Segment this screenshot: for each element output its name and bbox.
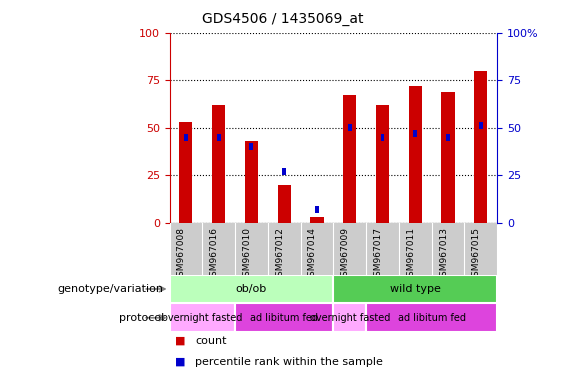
Bar bbox=[170, 275, 333, 303]
Bar bbox=[446, 134, 450, 141]
Bar bbox=[315, 206, 319, 213]
Bar bbox=[282, 168, 286, 175]
Text: GSM967013: GSM967013 bbox=[439, 227, 448, 282]
Text: GSM967011: GSM967011 bbox=[406, 227, 415, 282]
Bar bbox=[333, 303, 366, 332]
Bar bbox=[408, 86, 422, 223]
Text: ■: ■ bbox=[175, 357, 186, 367]
Bar bbox=[184, 134, 188, 141]
Text: GSM967010: GSM967010 bbox=[242, 227, 251, 282]
Bar bbox=[217, 134, 220, 141]
Bar bbox=[179, 122, 193, 223]
Text: GSM967015: GSM967015 bbox=[472, 227, 481, 282]
Text: wild type: wild type bbox=[390, 284, 441, 294]
Bar bbox=[479, 122, 483, 129]
Text: protocol: protocol bbox=[119, 313, 164, 323]
Text: ■: ■ bbox=[175, 336, 186, 346]
Text: ob/ob: ob/ob bbox=[236, 284, 267, 294]
Bar bbox=[366, 303, 497, 332]
Bar bbox=[343, 95, 357, 223]
Text: genotype/variation: genotype/variation bbox=[58, 284, 164, 294]
Text: overnight fasted: overnight fasted bbox=[162, 313, 242, 323]
Text: GDS4506 / 1435069_at: GDS4506 / 1435069_at bbox=[202, 12, 363, 25]
Text: ad libitum fed: ad libitum fed bbox=[398, 313, 466, 323]
Bar bbox=[414, 130, 417, 137]
Bar bbox=[348, 124, 351, 131]
Text: GSM967016: GSM967016 bbox=[210, 227, 219, 282]
Bar bbox=[310, 217, 324, 223]
Text: GSM967012: GSM967012 bbox=[275, 227, 284, 282]
Text: GSM967009: GSM967009 bbox=[341, 227, 350, 282]
Bar bbox=[381, 134, 384, 141]
Bar bbox=[333, 275, 497, 303]
Bar bbox=[245, 141, 258, 223]
Bar bbox=[376, 105, 389, 223]
Bar bbox=[441, 91, 455, 223]
Bar bbox=[212, 105, 225, 223]
Bar bbox=[250, 143, 253, 150]
Bar bbox=[277, 185, 291, 223]
Text: GSM967008: GSM967008 bbox=[177, 227, 186, 282]
Text: count: count bbox=[195, 336, 227, 346]
Text: ad libitum fed: ad libitum fed bbox=[250, 313, 318, 323]
Text: GSM967014: GSM967014 bbox=[308, 227, 317, 282]
Bar bbox=[474, 71, 488, 223]
Text: GSM967017: GSM967017 bbox=[373, 227, 383, 282]
Bar bbox=[170, 303, 235, 332]
Text: overnight fasted: overnight fasted bbox=[310, 313, 390, 323]
Bar bbox=[235, 303, 333, 332]
Text: percentile rank within the sample: percentile rank within the sample bbox=[195, 357, 383, 367]
